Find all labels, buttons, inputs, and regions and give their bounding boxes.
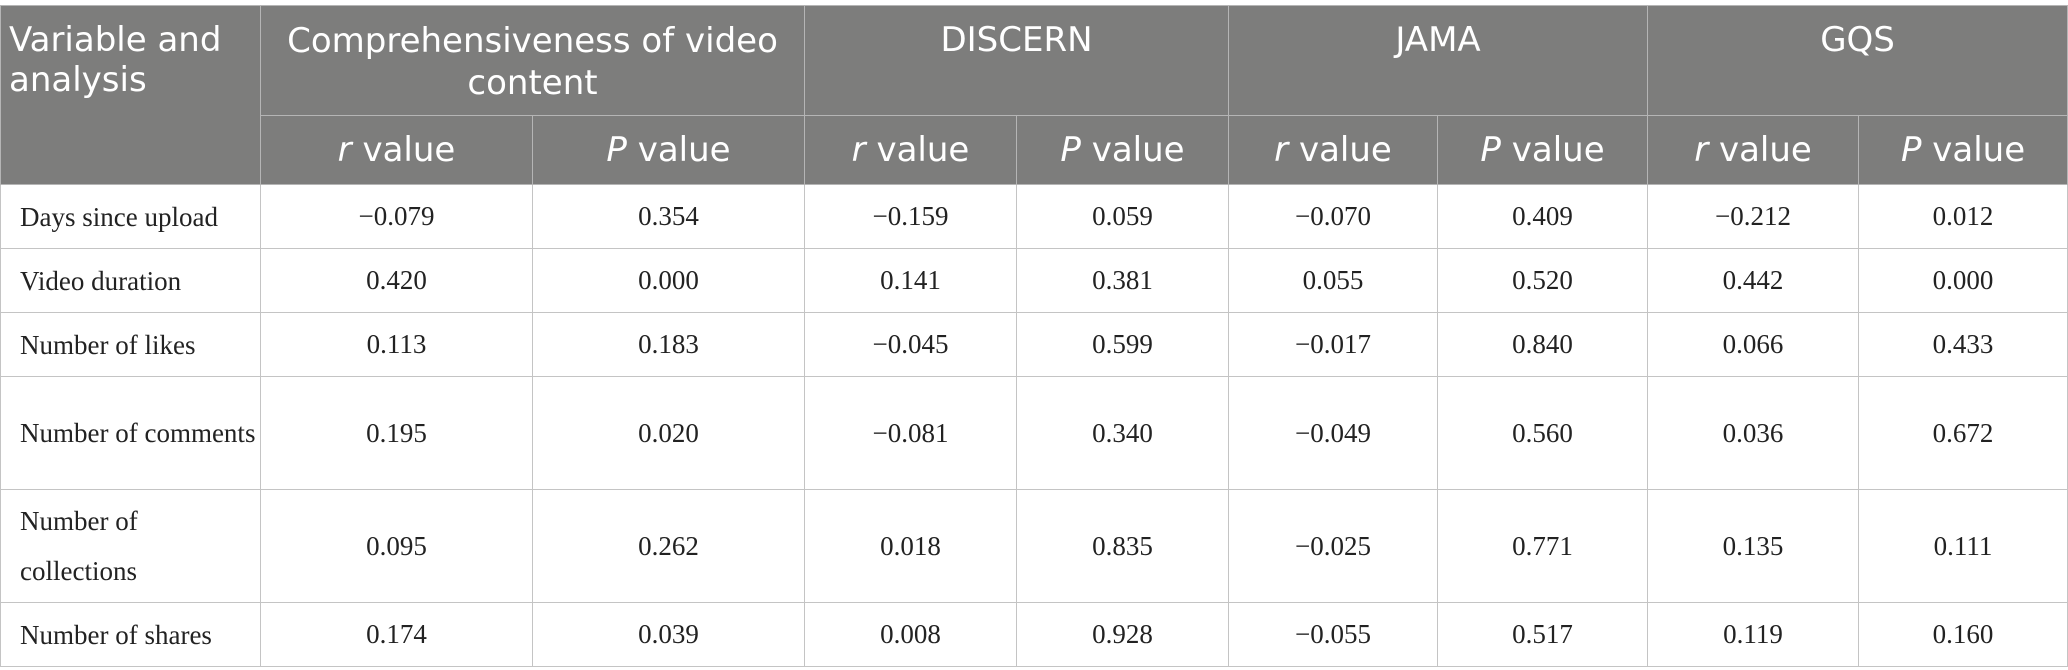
table-cell: 0.020 — [532, 376, 805, 490]
table-cell: −0.017 — [1228, 312, 1439, 377]
table-cell: 0.160 — [1858, 602, 2068, 667]
header-row-subcolumns: r value P value r value P value r value … — [1, 115, 2068, 185]
table-cell: 0.039 — [532, 602, 805, 667]
table-cell: 0.113 — [260, 312, 533, 377]
table-cell: 0.119 — [1647, 602, 1860, 667]
table-cell: 0.018 — [804, 489, 1017, 603]
table-cell: 0.055 — [1228, 248, 1439, 313]
table-cell: −0.055 — [1228, 602, 1439, 667]
table-cell: −0.025 — [1228, 489, 1439, 603]
table-cell: 0.771 — [1437, 489, 1649, 603]
table-cell: −0.070 — [1228, 184, 1439, 249]
table-cell: −0.081 — [804, 376, 1017, 490]
table-cell: 0.012 — [1858, 184, 2068, 249]
table-cell: 0.381 — [1015, 248, 1230, 313]
correlation-table: Variable and analysis Comprehensiveness … — [0, 5, 2068, 667]
table-cell: 0.141 — [804, 248, 1017, 313]
subheader-r-value: r value — [1228, 115, 1439, 185]
table-cell: 0.442 — [1647, 248, 1860, 313]
table-cell: −0.045 — [804, 312, 1017, 377]
table-cell: −0.212 — [1647, 184, 1860, 249]
row-label: Number of collections — [0, 489, 261, 603]
table-row: Number of likes 0.113 0.183 −0.045 0.599… — [0, 312, 2068, 377]
table-cell: 0.835 — [1015, 489, 1230, 603]
subheader-p-value: P value — [1015, 115, 1230, 185]
table-cell: 0.672 — [1858, 376, 2068, 490]
table-cell: 0.520 — [1437, 248, 1649, 313]
table-cell: 0.354 — [532, 184, 805, 249]
header-group-discern: DISCERN — [803, 5, 1230, 116]
table-row: Number of comments 0.195 0.020 −0.081 0.… — [0, 376, 2068, 490]
header-variable: Variable and analysis — [0, 5, 261, 185]
table-cell: 0.420 — [260, 248, 533, 313]
table-cell: 0.517 — [1437, 602, 1649, 667]
table-cell: 0.183 — [532, 312, 805, 377]
table-cell: 0.340 — [1015, 376, 1230, 490]
table-cell: 0.036 — [1647, 376, 1860, 490]
header-row-groups: Variable and analysis Comprehensiveness … — [0, 5, 2068, 185]
table-cell: 0.560 — [1437, 376, 1649, 490]
row-label: Number of shares — [0, 602, 261, 667]
header-group-comprehensiveness: Comprehensiveness of video content — [260, 5, 805, 116]
subheader-r-value: r value — [804, 115, 1017, 185]
table-cell: 0.111 — [1858, 489, 2068, 603]
table-cell: 0.066 — [1647, 312, 1860, 377]
table-cell: −0.159 — [804, 184, 1017, 249]
subheader-p-value: P value — [1437, 115, 1649, 185]
header-group-jama: JAMA — [1228, 5, 1649, 116]
table-cell: 0.059 — [1015, 184, 1230, 249]
row-label: Days since upload — [0, 184, 261, 249]
row-label: Video duration — [0, 248, 261, 313]
header-group-gqs: GQS — [1647, 5, 2068, 116]
subheader-r-value: r value — [260, 115, 533, 185]
row-label: Number of comments — [0, 376, 261, 490]
table-row: Number of shares 0.174 0.039 0.008 0.928… — [0, 602, 2068, 667]
table-cell: 0.174 — [260, 602, 533, 667]
table-cell: 0.095 — [260, 489, 533, 603]
table-cell: 0.195 — [260, 376, 533, 490]
subheader-r-value: r value — [1647, 115, 1860, 185]
subheader-p-value: P value — [532, 115, 805, 185]
table-cell: 0.409 — [1437, 184, 1649, 249]
table-row: Number of collections 0.095 0.262 0.018 … — [0, 489, 2068, 603]
table-cell: 0.000 — [1858, 248, 2068, 313]
table-cell: 0.599 — [1015, 312, 1230, 377]
table-cell: 0.928 — [1015, 602, 1230, 667]
table-cell: 0.000 — [532, 248, 805, 313]
row-label: Number of likes — [0, 312, 261, 377]
table-row: Days since upload −0.079 0.354 −0.159 0.… — [0, 184, 2068, 249]
table-cell: 0.262 — [532, 489, 805, 603]
table-cell: 0.433 — [1858, 312, 2068, 377]
table-row: Video duration 0.420 0.000 0.141 0.381 0… — [0, 248, 2068, 313]
table-cell: −0.049 — [1228, 376, 1439, 490]
table-cell: 0.008 — [804, 602, 1017, 667]
table-cell: −0.079 — [260, 184, 533, 249]
table-cell: 0.840 — [1437, 312, 1649, 377]
subheader-p-value: P value — [1858, 115, 2068, 185]
table-cell: 0.135 — [1647, 489, 1860, 603]
